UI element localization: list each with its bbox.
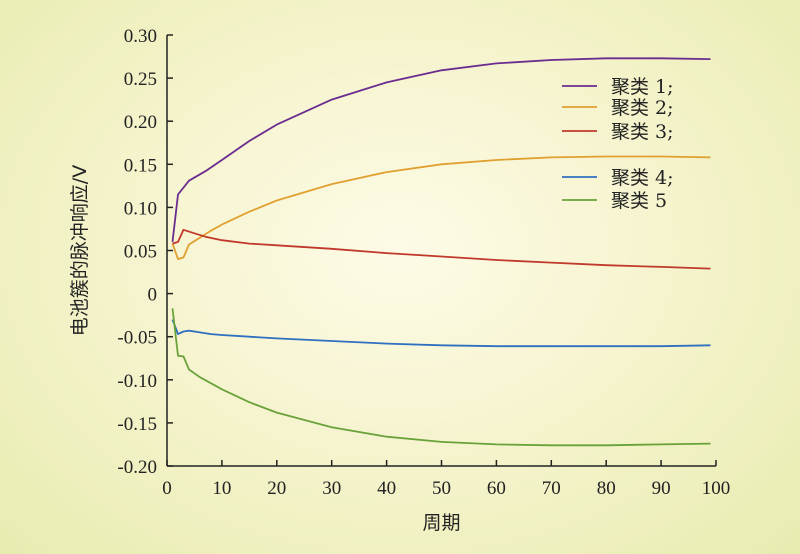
x-axis-title: 周期 bbox=[422, 512, 460, 534]
y-tick-label: 0.25 bbox=[124, 69, 157, 90]
legend: 聚类 1;聚类 2;聚类 3; 聚类 4;聚类 5 bbox=[562, 76, 674, 212]
legend-label-1: 聚类 1; bbox=[611, 76, 674, 98]
x-tick-label: 10 bbox=[212, 478, 231, 499]
y-tick-label: 0.10 bbox=[124, 198, 157, 219]
y-tick-label: -0.10 bbox=[117, 371, 157, 392]
x-tick-label: 20 bbox=[267, 478, 286, 499]
y-axis-ticks: 0.30 0.25 0.20 0.15 0.10 0.05 0 -0.05 -0.10 -0.15… bbox=[117, 26, 173, 478]
y-tick-label: 0.15 bbox=[124, 155, 157, 176]
series-line-1 bbox=[171, 57, 711, 243]
x-tick-label: 90 bbox=[652, 478, 671, 499]
series-line-5 bbox=[171, 308, 711, 447]
x-tick-label: 50 bbox=[432, 478, 451, 499]
series-line-4 bbox=[171, 319, 711, 348]
x-tick-label: 40 bbox=[377, 478, 396, 499]
y-tick-label: 0 bbox=[148, 285, 158, 306]
x-tick-label: 0 bbox=[162, 478, 172, 499]
x-tick-label: 70 bbox=[542, 478, 561, 499]
y-tick-label: -0.15 bbox=[117, 414, 157, 435]
x-tick-label: 30 bbox=[322, 478, 341, 499]
y-tick-label: 0.05 bbox=[124, 242, 157, 263]
y-tick-label: 0.30 bbox=[124, 26, 157, 47]
x-axis-ticks: 0 10 20 30 40 50 60 70 80 90 100 bbox=[162, 460, 730, 499]
legend-label-4: 聚类 4; bbox=[611, 167, 674, 189]
y-tick-label: 0.20 bbox=[124, 112, 157, 133]
y-axis-title: 电池簇的脉冲响应/V bbox=[69, 165, 91, 336]
plot-area: 0.30 0.25 0.20 0.15 0.10 0.05 0 -0.05 -0.10 -0.15… bbox=[117, 26, 730, 499]
x-tick-label: 100 bbox=[702, 478, 731, 499]
x-tick-label: 60 bbox=[487, 478, 506, 499]
series-line-3 bbox=[172, 228, 711, 270]
y-tick-label: -0.20 bbox=[117, 457, 157, 478]
legend-label-3: 聚类 3; bbox=[611, 121, 674, 143]
legend-label-2: 聚类 2; bbox=[611, 97, 674, 119]
series-line-2 bbox=[171, 155, 711, 261]
y-tick-label: -0.05 bbox=[117, 328, 157, 349]
series-layer bbox=[171, 57, 711, 447]
legend-label-5: 聚类 5 bbox=[611, 190, 667, 212]
x-tick-label: 80 bbox=[597, 478, 616, 499]
